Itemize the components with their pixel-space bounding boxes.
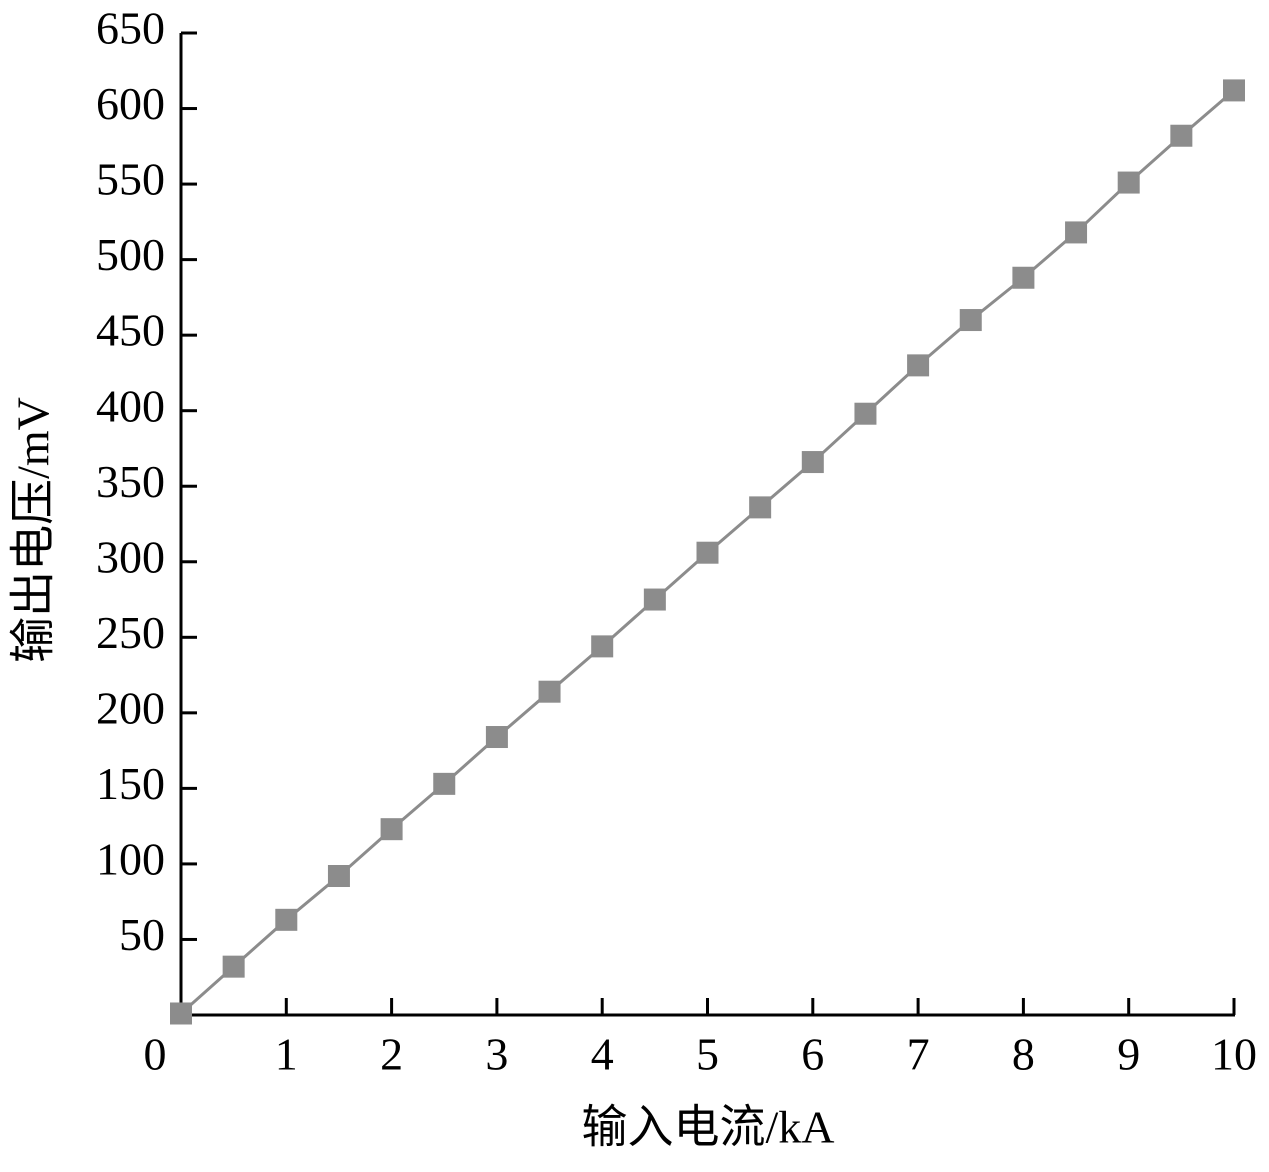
marker: [1065, 221, 1088, 244]
marker: [485, 726, 508, 749]
y-tick-label: 300: [96, 531, 165, 582]
y-tick-label: 150: [96, 758, 165, 809]
y-tick-label: 200: [96, 682, 165, 733]
marker: [380, 818, 403, 841]
x-tick-label: 10: [1211, 1029, 1257, 1080]
y-tick-label: 500: [96, 229, 165, 280]
x-tick-label: 9: [1117, 1029, 1140, 1080]
y-tick-label: 50: [119, 909, 165, 960]
marker: [1223, 79, 1245, 102]
y-axis-label: 输出电压/mV: [8, 397, 59, 663]
marker: [327, 865, 350, 888]
x-axis-label: 输入电流/kA: [582, 1102, 835, 1153]
marker: [1117, 171, 1140, 194]
marker: [854, 402, 877, 425]
y-tick-label: 350: [96, 456, 165, 507]
x-tick-label: 5: [696, 1029, 719, 1080]
marker: [696, 541, 719, 564]
marker: [959, 309, 982, 332]
marker: [275, 908, 298, 931]
y-tick-label: 650: [96, 3, 165, 54]
marker: [801, 451, 824, 474]
marker: [1012, 266, 1035, 289]
marker: [643, 588, 666, 611]
x-tick-label: 4: [591, 1029, 614, 1080]
x-tick-label: 0: [144, 1029, 167, 1080]
x-tick-label: 1: [275, 1029, 298, 1080]
marker: [170, 1002, 192, 1025]
y-tick-label: 250: [96, 607, 165, 658]
y-tick-label: 100: [96, 833, 165, 884]
marker: [907, 354, 930, 377]
y-tick-label: 400: [96, 380, 165, 431]
x-tick-label: 7: [907, 1029, 930, 1080]
marker: [591, 635, 614, 658]
x-tick-label: 8: [1012, 1029, 1035, 1080]
x-tick-label: 6: [801, 1029, 824, 1080]
x-tick-label: 2: [380, 1029, 403, 1080]
marker: [433, 772, 456, 795]
x-tick-label: 3: [485, 1029, 508, 1080]
marker: [749, 496, 772, 519]
marker: [1170, 124, 1193, 147]
marker: [222, 955, 245, 978]
y-tick-label: 600: [96, 78, 165, 129]
marker: [538, 680, 561, 703]
y-tick-label: 550: [96, 154, 165, 205]
y-tick-label: 450: [96, 305, 165, 356]
